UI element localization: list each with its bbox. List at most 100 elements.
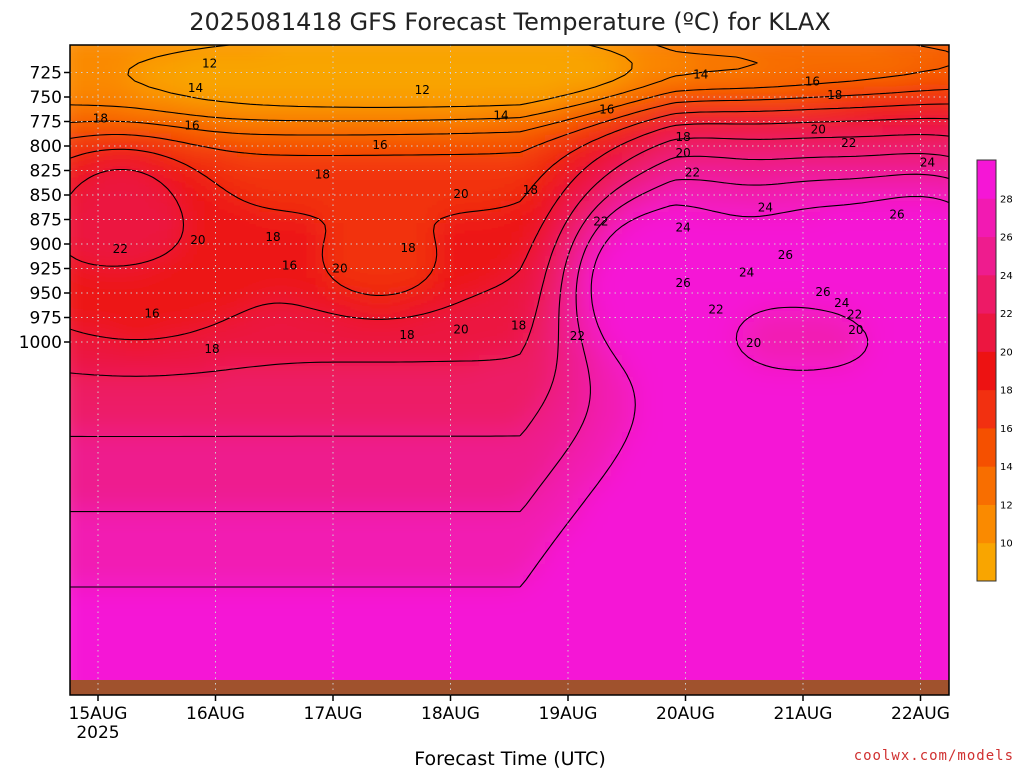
contour-label: 16 (372, 138, 387, 152)
y-tick-label: 800 (30, 137, 62, 157)
x-tick-label: 22AUG (891, 704, 950, 724)
contour-label: 20 (746, 336, 761, 350)
contour-label: 20 (453, 322, 468, 336)
colorbar-label: 22 (1000, 309, 1013, 320)
colorbar-label: 28 (1000, 194, 1013, 205)
contour-label: 20 (332, 262, 347, 276)
contour-label: 18 (265, 230, 280, 244)
y-tick-label: 725 (30, 64, 62, 84)
contour-label: 22 (685, 165, 700, 179)
contour-label: 16 (144, 307, 159, 321)
x-tick-year-label: 2025 (76, 723, 119, 743)
colorbar-swatch (977, 427, 996, 467)
x-axis: 15AUG 16AUG 17AUG 18AUG 19AUG 20AUG 21AUG 22AUG… (69, 695, 950, 743)
contour-label: 22 (570, 329, 585, 343)
colorbar-swatch (977, 504, 996, 544)
colorbar-frame (976, 159, 997, 582)
contour-label: 18 (827, 88, 842, 102)
contour-label: 24 (834, 296, 849, 310)
contour-label: 12 (202, 57, 217, 71)
isotherm-20 (70, 117, 949, 341)
ground-surface (70, 680, 949, 695)
y-tick-label: 850 (30, 186, 62, 206)
y-tick-label: 775 (30, 113, 62, 133)
x-axis-title: Forecast Time (UTC) (414, 748, 605, 768)
isotherm-16 (70, 88, 949, 157)
contour-label: 18 (399, 328, 414, 342)
credit-text[interactable]: coolwx.com/models (854, 748, 1014, 764)
contour-label: 20 (190, 233, 205, 247)
contour-label: 22 (113, 242, 128, 256)
contour-label: 16 (805, 74, 820, 88)
contour-label: 18 (315, 167, 330, 181)
contour-label: 22 (708, 303, 723, 317)
colorbar-swatch (977, 160, 996, 199)
colorbar-label: 12 (1000, 500, 1013, 511)
x-tick-label: 15AUG (69, 704, 128, 724)
contour-label: 20 (676, 146, 691, 160)
contour-label: 22 (841, 136, 856, 150)
isotherm-10 (127, 45, 633, 108)
x-tick-label: 19AUG (539, 704, 598, 724)
isotherm-24 (70, 152, 949, 438)
contour-label: 24 (739, 265, 754, 279)
isotherm-22 (70, 134, 949, 377)
contour-label: 26 (889, 208, 904, 222)
colorbar-label: 10 (1000, 539, 1013, 550)
isotherm-28 (70, 195, 949, 588)
colorbar-swatch (977, 351, 996, 391)
colorbar-label: 26 (1000, 233, 1013, 244)
colorbar-legend: 10 12 14 16 18 20 22 24 26 28 (976, 159, 1013, 582)
contour-label: 14 (693, 67, 708, 81)
colorbar-swatch (977, 542, 996, 582)
contour-label: 14 (493, 109, 508, 123)
contour-label: 14 (188, 81, 203, 95)
contour-label: 24 (920, 156, 935, 170)
y-tick-label: 950 (30, 284, 62, 304)
isotherm-26 (70, 173, 949, 513)
contour-label: 18 (511, 318, 526, 332)
contour-label: 26 (778, 248, 793, 262)
y-tick-label: 900 (30, 235, 62, 255)
contour-label: 16 (282, 259, 297, 273)
colorbar-swatch (977, 389, 996, 429)
contour-label: 20 (848, 323, 863, 337)
contour-label: 20 (453, 187, 468, 201)
y-tick-label: 825 (30, 162, 62, 182)
colorbar-swatch (977, 198, 996, 238)
contour-label: 18 (93, 112, 108, 126)
contour-label: 18 (523, 183, 538, 197)
contour-label: 12 (415, 83, 430, 97)
x-tick-label: 21AUG (774, 704, 833, 724)
y-axis: 725 750 775 800 825 850 875 900 925 950 975 1000 (19, 64, 70, 353)
contour-label: 16 (599, 103, 614, 117)
y-tick-label: 925 (30, 260, 62, 280)
x-tick-label: 18AUG (421, 704, 480, 724)
y-tick-label: 875 (30, 211, 62, 231)
contour-label: 26 (676, 276, 691, 290)
plot-frame (69, 44, 950, 696)
y-tick-label: 1000 (19, 333, 62, 353)
contour-label: 20 (811, 122, 826, 136)
chart-title: 2025081418 GFS Forecast Temperature (ºC)… (189, 8, 831, 36)
y-tick-label: 750 (30, 88, 62, 108)
contour-label: 22 (593, 214, 608, 228)
colorbar-label: 14 (1000, 462, 1013, 473)
colorbar-swatch (977, 236, 996, 276)
contour-label: 18 (401, 241, 416, 255)
colorbar-label: 24 (1000, 271, 1013, 282)
colorbar-swatch (977, 274, 996, 314)
colorbar-swatch (977, 313, 996, 352)
x-tick-label: 16AUG (186, 704, 245, 724)
x-tick-label: 20AUG (656, 704, 715, 724)
x-tick-label: 17AUG (304, 704, 363, 724)
colorbar-label: 16 (1000, 424, 1013, 435)
contour-label: 22 (847, 308, 862, 322)
contour-label: 18 (204, 342, 219, 356)
isotherm-18 (70, 103, 949, 296)
contour-label: 24 (758, 201, 773, 215)
colorbar-label: 18 (1000, 386, 1013, 397)
colorbar-swatch (977, 466, 996, 505)
contour-label: 16 (184, 118, 199, 132)
